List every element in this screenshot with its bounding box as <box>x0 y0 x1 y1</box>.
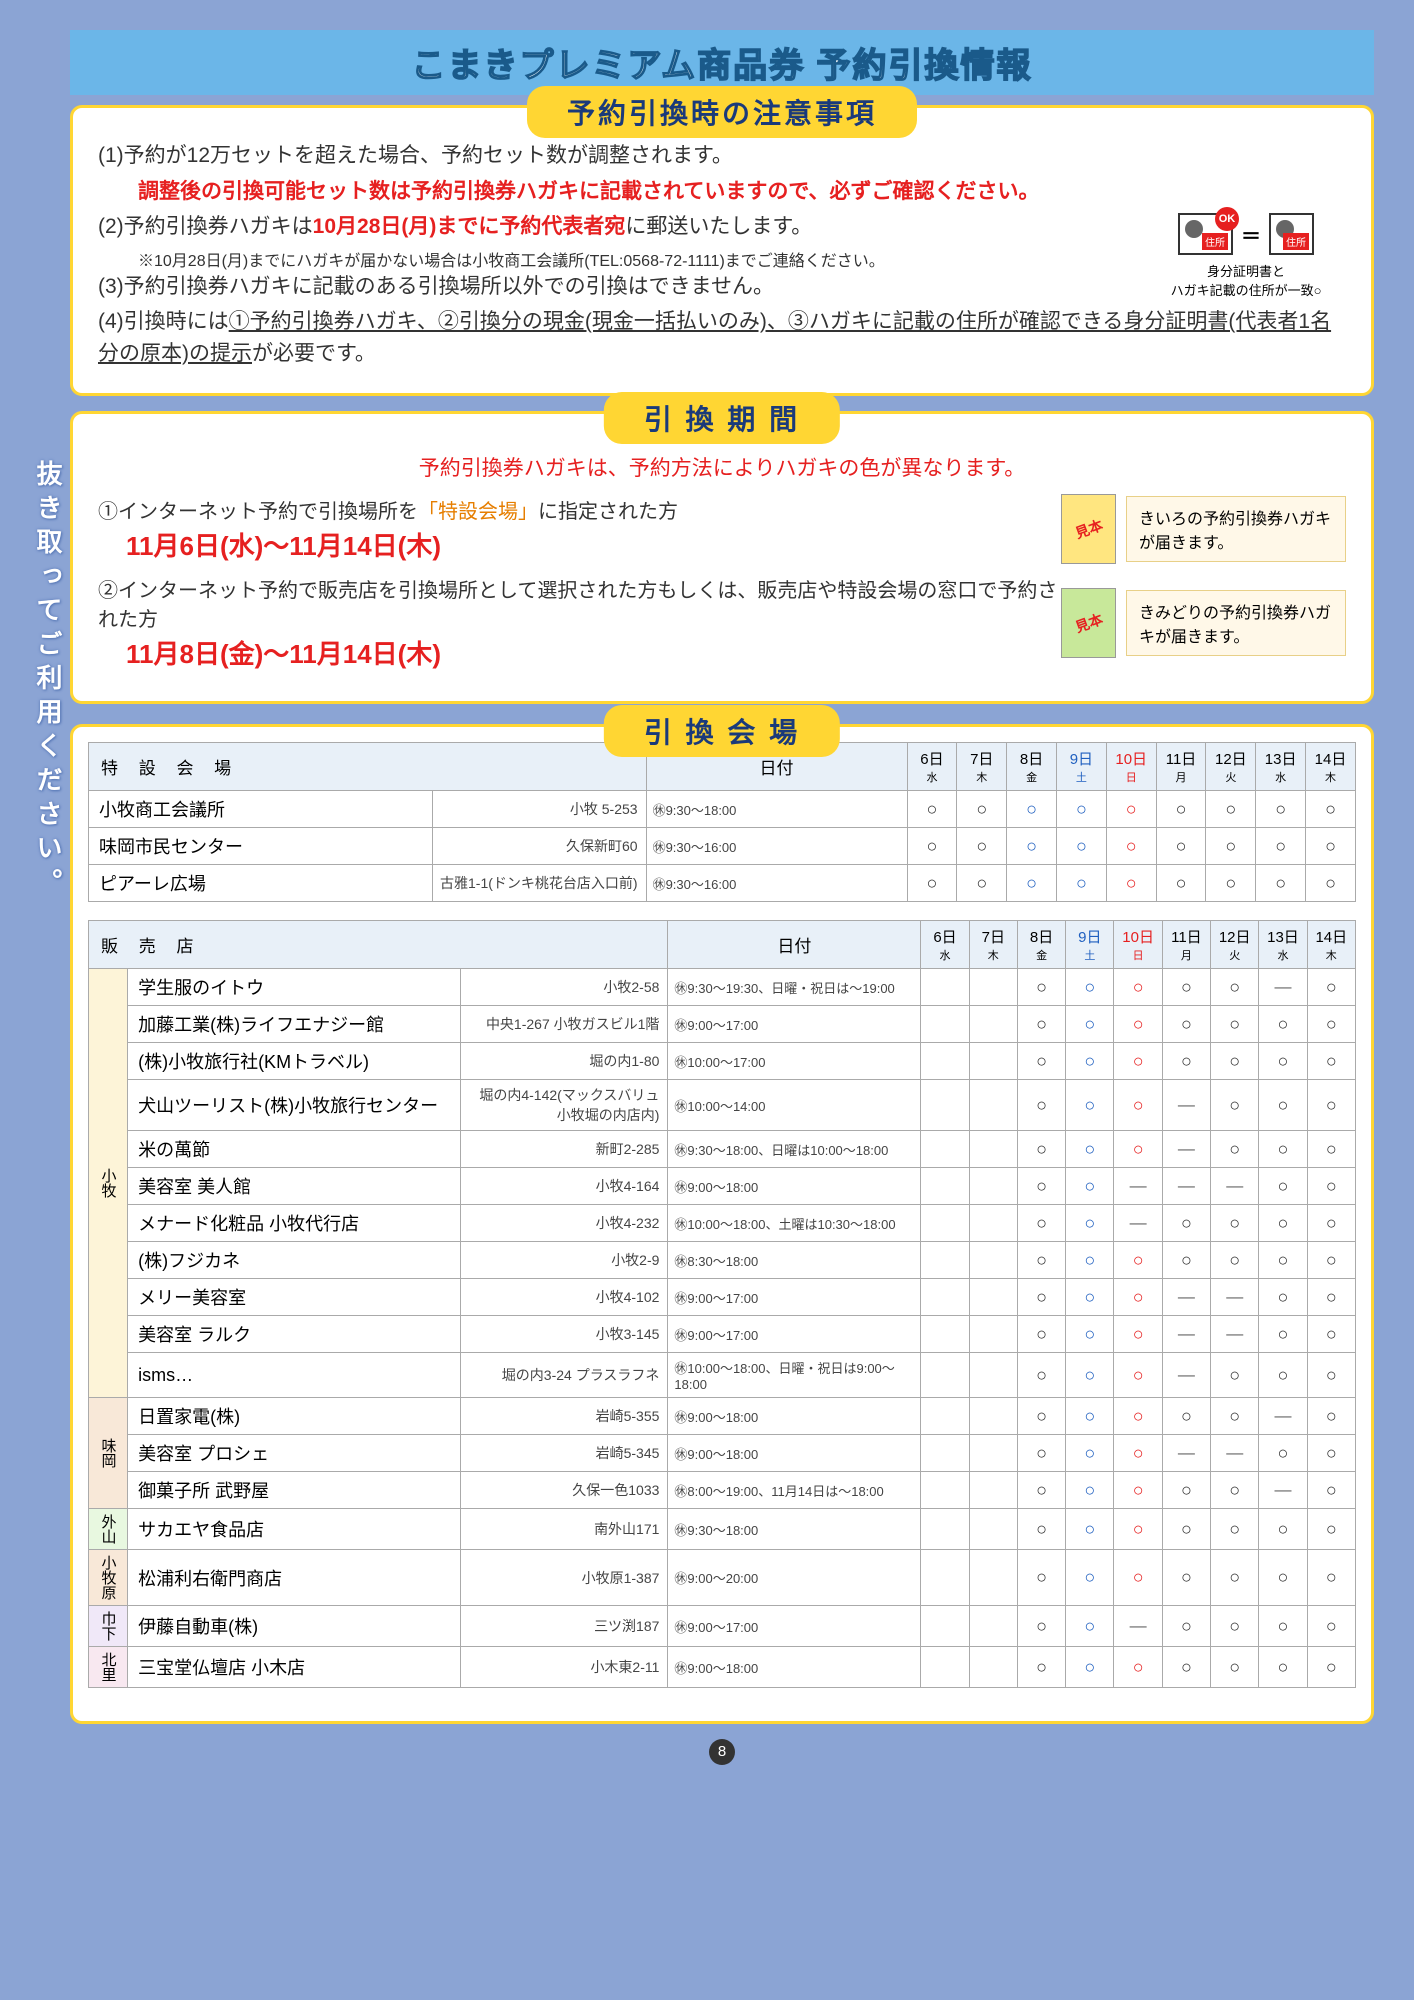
venue-name: 米の萬節 <box>128 1131 461 1168</box>
venue-name: 学生服のイトウ <box>128 969 461 1006</box>
period-option-1: ①インターネット予約で引換場所を「特設会場」に指定された方 11月6日(水)～1… <box>98 494 1346 564</box>
venue-name: 犬山ツーリスト(株)小牧旅行センター <box>128 1080 461 1131</box>
option2-title: ②インターネット予約で販売店を引換場所として選択された方もしくは、販売店や特設会… <box>98 574 1061 632</box>
id-card-icon: OK <box>1178 213 1233 255</box>
venue-name: ピアーレ広場 <box>89 865 433 902</box>
option1-dates: 11月6日(水)～11月14日(木) <box>126 526 1061 563</box>
region-label: 小牧原 <box>89 1550 128 1606</box>
main-title: こまきプレミアム商品券 予約引換情報 <box>70 38 1374 87</box>
option1-desc: きいろの予約引換券ハガキが届きます。 <box>1126 496 1346 562</box>
venue-name: メリー美容室 <box>128 1279 461 1316</box>
venues-section: 引 換 会 場 特 設 会 場日付6日水7日木8日金9日土10日日11日月12日… <box>70 724 1374 1724</box>
region-label: 北里 <box>89 1647 128 1688</box>
venue-name: 松浦利右衛門商店 <box>128 1550 461 1606</box>
special-venue-table: 特 設 会 場日付6日水7日木8日金9日土10日日11日月12日火13日水14日… <box>88 742 1356 902</box>
venue-name: 日置家電(株) <box>128 1398 461 1435</box>
venue-name: 味岡市民センター <box>89 828 433 865</box>
period-note: 予約引換券ハガキは、予約方法によりハガキの色が異なります。 <box>98 452 1346 482</box>
postcard-icon <box>1269 213 1314 255</box>
sample-yellow-icon: 見本 <box>1061 494 1116 564</box>
period-section: 引 換 期 間 予約引換券ハガキは、予約方法によりハガキの色が異なります。 ①イ… <box>70 411 1374 704</box>
period-option-2: ②インターネット予約で販売店を引換場所として選択された方もしくは、販売店や特設会… <box>98 574 1346 671</box>
notice-item: 調整後の引換可能セット数は予約引換券ハガキに記載されていますので、必ずご確認くだ… <box>138 176 1346 208</box>
venue-name: 御菓子所 武野屋 <box>128 1472 461 1509</box>
venue-name: (株)小牧旅行社(KMトラベル) <box>128 1043 461 1080</box>
venue-name: サカエヤ食品店 <box>128 1509 461 1550</box>
option2-dates: 11月8日(金)～11月14日(木) <box>126 634 1061 671</box>
region-label: 巾下 <box>89 1606 128 1647</box>
notice-item: (1)予約が12万セットを超えた場合、予約セット数が調整されます。 <box>98 140 1346 172</box>
region-label: 外山 <box>89 1509 128 1550</box>
venue-name: (株)フジカネ <box>128 1242 461 1279</box>
option1-title: ①インターネット予約で引換場所を「特設会場」に指定された方 <box>98 495 1061 524</box>
venues-header: 引 換 会 場 <box>604 705 840 757</box>
store-venue-table: 販 売 店日付6日水7日木8日金9日土10日日11日月12日火13日水14日木小… <box>88 920 1356 1688</box>
venue-name: 加藤工業(株)ライフエナジー館 <box>128 1006 461 1043</box>
region-label: 小牧 <box>89 969 128 1398</box>
notices-section: 予約引換時の注意事項 (1)予約が12万セットを超えた場合、予約セット数が調整さ… <box>70 105 1374 396</box>
notices-header: 予約引換時の注意事項 <box>527 86 917 138</box>
region-label: 味岡 <box>89 1398 128 1509</box>
venue-name: 小牧商工会議所 <box>89 791 433 828</box>
venue-name: 美容室 プロシェ <box>128 1435 461 1472</box>
sample-green-icon: 見本 <box>1061 588 1116 658</box>
period-header: 引 換 期 間 <box>604 392 840 444</box>
venue-name: 美容室 ラルク <box>128 1316 461 1353</box>
venue-name: 三宝堂仏壇店 小木店 <box>128 1647 461 1688</box>
page-number: 8 <box>70 1739 1374 1765</box>
vertical-note: 抜き取ってご利用ください。 <box>30 460 67 902</box>
venue-name: 伊藤自動車(株) <box>128 1606 461 1647</box>
venue-name: isms… <box>128 1353 461 1398</box>
id-note: 身分証明書と ハガキ記載の住所が一致○ <box>1146 261 1346 299</box>
equals-icon: ＝ <box>1241 220 1261 249</box>
id-badge: OK ＝ 身分証明書と ハガキ記載の住所が一致○ <box>1146 213 1346 299</box>
option2-desc: きみどりの予約引換券ハガキが届きます。 <box>1126 590 1346 656</box>
venue-name: メナード化粧品 小牧代行店 <box>128 1205 461 1242</box>
notice-item: (4)引換時には①予約引換券ハガキ、②引換分の現金(現金一括払いのみ)、③ハガキ… <box>98 306 1346 369</box>
venue-name: 美容室 美人館 <box>128 1168 461 1205</box>
